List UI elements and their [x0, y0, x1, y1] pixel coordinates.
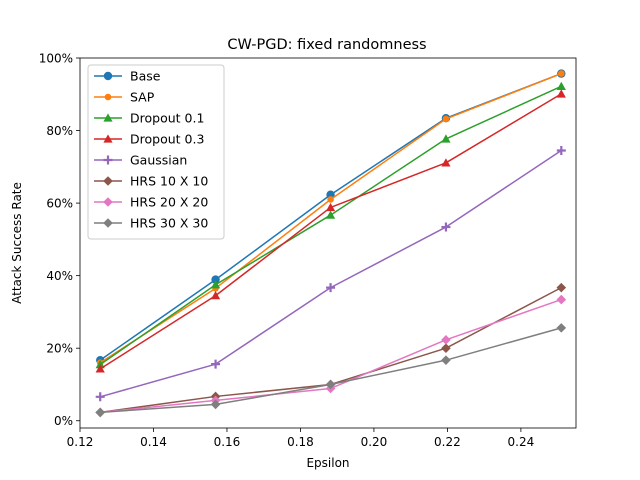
data-point-hrs-30-x-30 [95, 407, 106, 418]
y-tick-label: 0% [54, 414, 73, 428]
data-point-gaussian [211, 359, 221, 369]
series-dropout-0-3 [95, 89, 566, 373]
axes-frame [79, 57, 577, 429]
y-tick-label: 20% [46, 342, 73, 356]
legend-entry-dropout-0-1: Dropout 0.1 [94, 111, 204, 126]
legend-label-gaussian: Gaussian [130, 153, 187, 168]
data-point-dropout-0-3 [95, 364, 105, 373]
legend-entry-hrs-10-x-10: HRS 10 X 10 [94, 174, 208, 189]
legend-box [87, 64, 225, 240]
y-axis-title: Attack Success Rate [10, 182, 24, 304]
legend-entry-base: Base [94, 69, 161, 84]
data-point-gaussian [556, 146, 566, 155]
data-point-dropout-0-3 [441, 158, 451, 167]
series-dropout-0-1 [95, 81, 566, 369]
data-point-gaussian [441, 222, 451, 232]
series-hrs-20-x-20 [95, 294, 567, 418]
series-gaussian [95, 146, 566, 402]
data-point-sap [442, 115, 450, 123]
chart-title: CW-PGD: fixed randomness [227, 37, 426, 53]
data-point-sap [558, 70, 565, 77]
data-point-gaussian [326, 283, 336, 293]
y-tick-label: 40% [46, 269, 73, 283]
legend-marker-hrs-30-x-30 [103, 218, 113, 228]
y-tick-label: 60% [46, 197, 73, 211]
legend-marker-gaussian [103, 155, 113, 165]
x-tick-label: 0.22 [434, 435, 461, 449]
x-tick-label: 0.18 [287, 435, 314, 449]
legend-marker-sap [104, 93, 112, 101]
data-point-dropout-0-1 [325, 210, 336, 219]
legend-entry-sap: SAP [94, 90, 155, 105]
data-point-dropout-0-3 [556, 89, 566, 98]
x-axis-title: Epsilon [306, 456, 349, 470]
x-tick-label: 0.24 [508, 435, 535, 449]
data-point-dropout-0-1 [556, 81, 566, 90]
legend-entry-hrs-30-x-30: HRS 30 X 30 [94, 216, 208, 231]
legend-label-hrs-10-x-10: HRS 10 X 10 [130, 174, 208, 189]
data-point-hrs-20-x-20 [556, 294, 567, 305]
series-hrs-30-x-30 [95, 323, 567, 418]
data-point-hrs-10-x-10 [441, 343, 451, 353]
data-point-dropout-0-3 [210, 290, 221, 300]
legend-label-dropout-0-1: Dropout 0.1 [130, 111, 204, 126]
data-point-hrs-30-x-30 [441, 355, 451, 365]
y-tick-label: 80% [46, 124, 73, 138]
data-point-dropout-0-1 [210, 280, 221, 289]
x-tick-label: 0.14 [140, 435, 167, 449]
axis-ticks: 0.12 0.14 0.16 0.18 0.20 0.22 0.24 0% 20% 40% 60% 8… [39, 52, 535, 450]
x-tick-label: 0.20 [361, 435, 388, 449]
data-point-base [211, 275, 220, 284]
series-line-hrs-30-x-30 [100, 327, 562, 414]
legend-entry-hrs-20-x-20: HRS 20 X 20 [94, 195, 208, 210]
data-point-dropout-0-3 [325, 202, 336, 212]
data-point-dropout-0-1 [95, 359, 105, 369]
legend-marker-dropout-0-3 [103, 134, 113, 143]
legend-label-hrs-20-x-20: HRS 20 X 20 [130, 195, 208, 210]
data-point-dropout-0-1 [441, 134, 451, 143]
legend-marker-hrs-10-x-10 [103, 176, 113, 186]
data-point-hrs-20-x-20 [441, 335, 451, 345]
data-point-sap [327, 196, 334, 203]
legend-marker-hrs-20-x-20 [103, 197, 113, 207]
data-point-base [326, 190, 335, 199]
legend-entry-dropout-0-3: Dropout 0.3 [94, 132, 204, 147]
series-line-hrs-10-x-10 [100, 286, 562, 414]
legend-label-hrs-30-x-30: HRS 30 X 30 [130, 216, 208, 231]
x-tick-label: 0.12 [67, 435, 94, 449]
data-point-hrs-10-x-10 [556, 282, 567, 293]
data-point-hrs-30-x-30 [210, 399, 221, 410]
data-point-gaussian [95, 392, 105, 402]
x-tick-label: 0.16 [214, 435, 241, 449]
y-tick-label: 100% [39, 52, 73, 66]
legend-marker-dropout-0-1 [103, 113, 113, 122]
data-point-hrs-30-x-30 [325, 379, 336, 390]
data-point-hrs-30-x-30 [556, 323, 567, 333]
legend-entry-gaussian: Gaussian [94, 153, 187, 168]
series-hrs-10-x-10 [95, 282, 567, 418]
legend-label-sap: SAP [130, 90, 155, 105]
plot-area [95, 69, 567, 418]
legend-label-base: Base [130, 69, 161, 84]
legend-label-dropout-0-3: Dropout 0.3 [130, 132, 204, 147]
legend-marker-base [103, 71, 113, 81]
legend: Base SAP Dropout 0.1 Dropout 0.3 Gaussian HRS… [87, 64, 225, 240]
